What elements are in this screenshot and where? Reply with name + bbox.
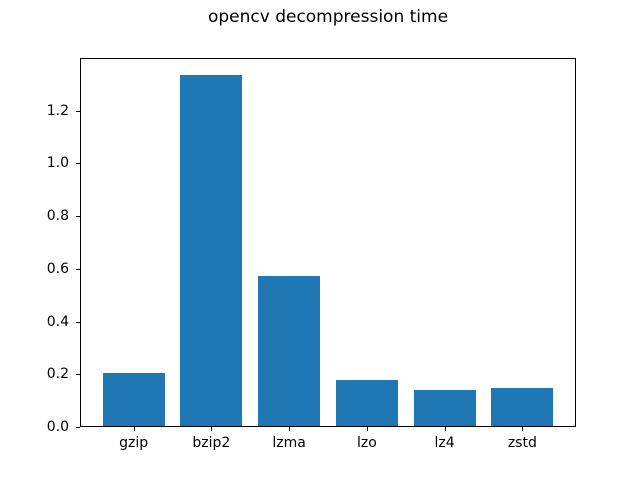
y-axis-tick-label: 0.2: [46, 366, 69, 383]
y-axis-tick-label: 1.0: [46, 155, 69, 172]
y-axis-tick-label: 0.0: [46, 419, 69, 435]
y-axis-tick-label: 1.2: [46, 102, 69, 119]
bar-zstd: [491, 387, 554, 426]
bar-lz4: [413, 390, 476, 426]
bar-lzo: [335, 379, 398, 426]
x-axis-tick-label: lzo: [356, 435, 377, 451]
plot-area: [80, 58, 576, 427]
x-axis-tick-mark: [289, 427, 291, 431]
y-axis-tick-mark: [76, 268, 80, 270]
y-axis-tick-mark: [76, 110, 80, 112]
x-axis-tick-mark: [133, 427, 135, 431]
x-axis-tick-label: gzip: [119, 435, 149, 451]
x-axis-tick-mark: [522, 427, 524, 431]
y-axis-tick-label: 0.6: [46, 260, 69, 277]
y-axis-tick-mark: [76, 374, 80, 376]
x-axis-tick-label: bzip2: [192, 435, 231, 451]
y-axis-tick-label: 0.4: [46, 313, 69, 330]
y-axis-tick-mark: [76, 163, 80, 165]
bar-lzma: [258, 275, 321, 426]
y-axis-tick-mark: [76, 321, 80, 323]
x-axis-tick-label: zstd: [507, 435, 537, 451]
y-axis-tick-mark: [76, 216, 80, 218]
bar-bzip2: [180, 74, 243, 426]
bar-gzip: [102, 373, 165, 426]
x-axis-tick-label: lz4: [434, 435, 455, 451]
chart-title: opencv decompression time: [207, 7, 449, 27]
x-axis-tick-mark: [211, 427, 213, 431]
x-axis-tick-mark: [366, 427, 368, 431]
x-axis-tick-label: lzma: [272, 435, 306, 451]
y-axis-tick-label: 0.8: [46, 208, 69, 225]
x-axis-tick-mark: [444, 427, 446, 431]
y-axis-tick-mark: [76, 427, 80, 428]
